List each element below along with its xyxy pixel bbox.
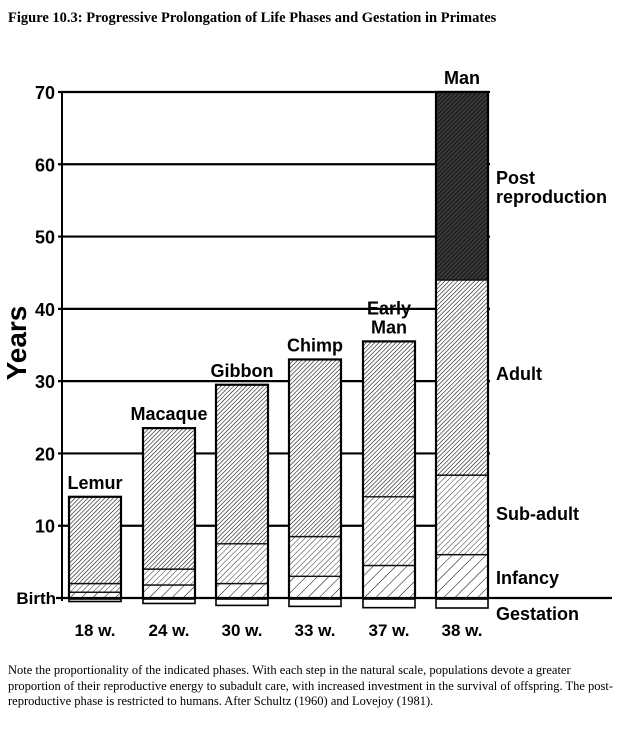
figure-title: Figure 10.3: Progressive Prolongation of… bbox=[8, 10, 497, 26]
y-tick-label: 30 bbox=[35, 372, 55, 392]
infancy-segment bbox=[288, 575, 342, 599]
gestation-segment bbox=[68, 598, 122, 603]
gestation-weeks-label: 24 w. bbox=[149, 621, 190, 640]
y-tick-label: 10 bbox=[35, 517, 55, 537]
adult-segment bbox=[215, 384, 269, 545]
y-tick-label: 20 bbox=[35, 444, 55, 464]
species-label: Man bbox=[371, 317, 407, 337]
infancy-segment bbox=[362, 564, 416, 599]
adult-segment bbox=[362, 340, 416, 498]
phase-label: Sub-adult bbox=[496, 504, 579, 524]
post-reproduction-segment bbox=[435, 91, 489, 281]
y-axis-label: Years bbox=[1, 306, 32, 381]
subadult-segment bbox=[215, 543, 269, 585]
y-tick-label: 40 bbox=[35, 300, 55, 320]
bar-outline bbox=[67, 495, 123, 600]
stacked-bar-chart: 10 20 30 40 50 60 70 Birth Years Lemur 18 w. Macaqu… bbox=[1, 68, 612, 640]
infancy-segment bbox=[142, 584, 196, 599]
gestation-weeks-label: 33 w. bbox=[295, 621, 336, 640]
gestation-weeks-label: 37 w. bbox=[369, 621, 410, 640]
subadult-segment bbox=[435, 474, 489, 556]
phase-label: Post bbox=[496, 168, 535, 188]
bar-outline bbox=[141, 427, 197, 600]
subadult-segment bbox=[68, 582, 122, 593]
gestation-segment bbox=[362, 598, 416, 609]
species-label: Gibbon bbox=[211, 361, 274, 381]
bar-outline bbox=[214, 383, 270, 600]
gestation-segment bbox=[435, 598, 489, 609]
gestation-segment bbox=[215, 598, 269, 607]
phase-label: Adult bbox=[496, 364, 542, 384]
y-tick-label: 70 bbox=[35, 83, 55, 103]
subadult-segment bbox=[288, 535, 342, 578]
adult-segment bbox=[288, 358, 342, 538]
gestation-weeks-label: 38 w. bbox=[442, 621, 483, 640]
adult-segment bbox=[142, 427, 196, 570]
gestation-segment bbox=[288, 598, 342, 608]
phase-label: Gestation bbox=[496, 604, 579, 624]
gestation-weeks-label: 18 w. bbox=[75, 621, 116, 640]
subadult-segment bbox=[362, 496, 416, 567]
subadult-segment bbox=[142, 568, 196, 586]
bar-outline bbox=[361, 340, 417, 600]
phase-label: Infancy bbox=[496, 568, 559, 588]
bar-outline bbox=[434, 90, 490, 600]
infancy-segment bbox=[215, 582, 269, 599]
species-label: Man bbox=[444, 68, 480, 88]
figure-caption: Note the proportionality of the indicate… bbox=[8, 663, 614, 708]
gestation-segment bbox=[142, 598, 196, 605]
infancy-segment bbox=[435, 553, 489, 599]
species-label: Early bbox=[367, 298, 411, 318]
phase-label: reproduction bbox=[496, 187, 607, 207]
bar-outline bbox=[287, 358, 343, 600]
species-label: Macaque bbox=[130, 404, 207, 424]
species-label: Lemur bbox=[67, 473, 122, 493]
adult-segment bbox=[68, 496, 122, 585]
y-tick-label: 50 bbox=[35, 228, 55, 248]
birth-label: Birth bbox=[16, 589, 56, 608]
species-label: Chimp bbox=[287, 335, 343, 355]
gestation-weeks-label: 30 w. bbox=[222, 621, 263, 640]
adult-segment bbox=[435, 279, 489, 476]
y-tick-label: 60 bbox=[35, 155, 55, 175]
